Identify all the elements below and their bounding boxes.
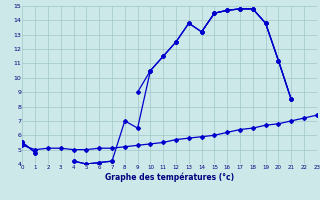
X-axis label: Graphe des températures (°c): Graphe des températures (°c) — [105, 173, 234, 182]
